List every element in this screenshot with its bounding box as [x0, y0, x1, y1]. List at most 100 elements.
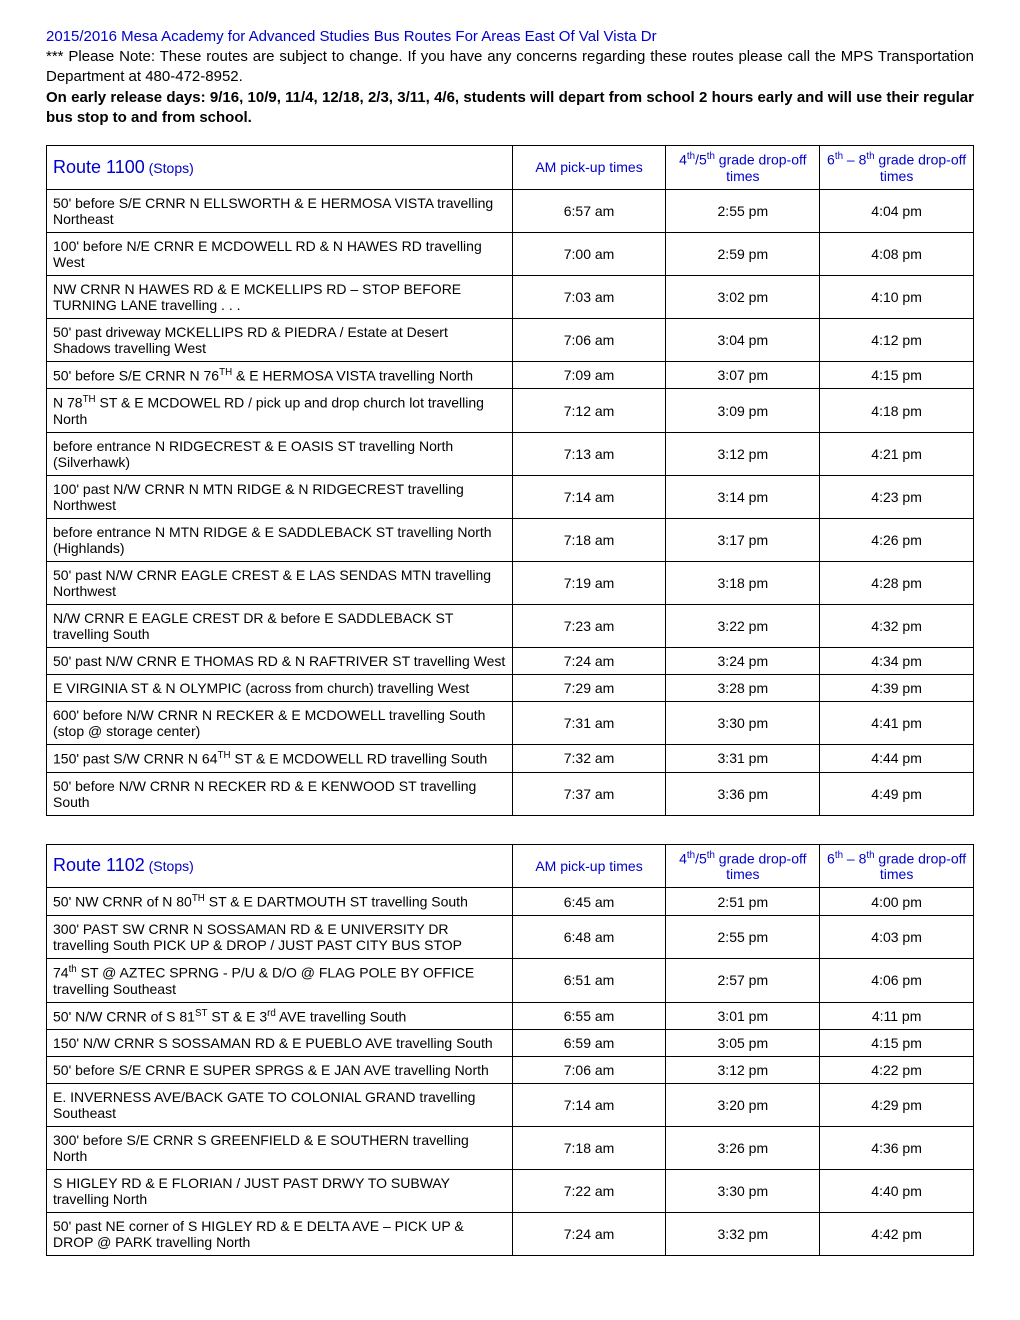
d1-cell: 3:12 pm: [666, 1057, 820, 1084]
col-68: 6th – 8th grade drop-off times: [820, 146, 974, 190]
route-1100-table: Route 1100 (Stops) AM pick-up times 4th/…: [46, 145, 974, 816]
stops-suffix: (Stops): [149, 160, 194, 176]
route-label: Route 1100: [53, 157, 145, 177]
d1-cell: 2:55 pm: [666, 915, 820, 958]
d2-cell: 4:06 pm: [820, 958, 974, 1002]
d1-cell: 3:20 pm: [666, 1084, 820, 1127]
d1-cell: 2:57 pm: [666, 958, 820, 1002]
stop-cell: 50' before S/E CRNR E SUPER SPRGS & E JA…: [47, 1057, 513, 1084]
stop-cell: 50' past N/W CRNR EAGLE CREST & E LAS SE…: [47, 561, 513, 604]
d2-cell: 4:28 pm: [820, 561, 974, 604]
d1-cell: 3:28 pm: [666, 674, 820, 701]
d2-cell: 4:36 pm: [820, 1127, 974, 1170]
am-cell: 7:29 am: [512, 674, 666, 701]
stop-cell: 150' past S/W CRNR N 64TH ST & E MCDOWEL…: [47, 744, 513, 772]
stop-cell: N/W CRNR E EAGLE CREST DR & before E SAD…: [47, 604, 513, 647]
am-cell: 6:57 am: [512, 189, 666, 232]
table-row: E VIRGINIA ST & N OLYMPIC (across from c…: [47, 674, 974, 701]
table-row: N/W CRNR E EAGLE CREST DR & before E SAD…: [47, 604, 974, 647]
am-cell: 7:23 am: [512, 604, 666, 647]
d2-cell: 4:11 pm: [820, 1002, 974, 1030]
table-row: E. INVERNESS AVE/BACK GATE TO COLONIAL G…: [47, 1084, 974, 1127]
table-row: 150' N/W CRNR S SOSSAMAN RD & E PUEBLO A…: [47, 1030, 974, 1057]
d2-cell: 4:18 pm: [820, 389, 974, 433]
d2-cell: 4:15 pm: [820, 1030, 974, 1057]
table-row: 100' before N/E CRNR E MCDOWELL RD & N H…: [47, 232, 974, 275]
d2-cell: 4:44 pm: [820, 744, 974, 772]
table-row: 50' past NE corner of S HIGLEY RD & E DE…: [47, 1213, 974, 1256]
am-cell: 7:06 am: [512, 1057, 666, 1084]
note-text: *** Please Note: These routes are subjec…: [46, 47, 974, 86]
table-row: 50' NW CRNR of N 80TH ST & E DARTMOUTH S…: [47, 888, 974, 916]
col-am: AM pick-up times: [512, 146, 666, 190]
table-row: N 78TH ST & E MCDOWEL RD / pick up and d…: [47, 389, 974, 433]
d1-cell: 3:22 pm: [666, 604, 820, 647]
table-row: before entrance N MTN RIDGE & E SADDLEBA…: [47, 518, 974, 561]
d1-cell: 2:59 pm: [666, 232, 820, 275]
d1-cell: 3:12 pm: [666, 432, 820, 475]
am-cell: 6:51 am: [512, 958, 666, 1002]
d2-cell: 4:15 pm: [820, 361, 974, 389]
col-stops: Route 1100 (Stops): [47, 146, 513, 190]
am-cell: 7:00 am: [512, 232, 666, 275]
d1-cell: 3:14 pm: [666, 475, 820, 518]
stop-cell: S HIGLEY RD & E FLORIAN / JUST PAST DRWY…: [47, 1170, 513, 1213]
stop-cell: 50' past NE corner of S HIGLEY RD & E DE…: [47, 1213, 513, 1256]
stop-cell: 50' past N/W CRNR E THOMAS RD & N RAFTRI…: [47, 647, 513, 674]
stop-cell: 100' before N/E CRNR E MCDOWELL RD & N H…: [47, 232, 513, 275]
d1-cell: 2:51 pm: [666, 888, 820, 916]
stop-cell: 300' PAST SW CRNR N SOSSAMAN RD & E UNIV…: [47, 915, 513, 958]
table-row: 50' past N/W CRNR E THOMAS RD & N RAFTRI…: [47, 647, 974, 674]
am-cell: 7:22 am: [512, 1170, 666, 1213]
am-cell: 7:14 am: [512, 475, 666, 518]
table-row: NW CRNR N HAWES RD & E MCKELLIPS RD – ST…: [47, 275, 974, 318]
d1-cell: 2:55 pm: [666, 189, 820, 232]
table-row: before entrance N RIDGECREST & E OASIS S…: [47, 432, 974, 475]
d2-cell: 4:04 pm: [820, 189, 974, 232]
page-title: 2015/2016 Mesa Academy for Advanced Stud…: [46, 28, 974, 45]
am-cell: 7:19 am: [512, 561, 666, 604]
d2-cell: 4:40 pm: [820, 1170, 974, 1213]
stop-cell: 50' N/W CRNR of S 81ST ST & E 3rd AVE tr…: [47, 1002, 513, 1030]
am-cell: 6:48 am: [512, 915, 666, 958]
d1-cell: 3:07 pm: [666, 361, 820, 389]
stop-cell: 74th ST @ AZTEC SPRNG - P/U & D/O @ FLAG…: [47, 958, 513, 1002]
d2-cell: 4:12 pm: [820, 318, 974, 361]
am-cell: 7:09 am: [512, 361, 666, 389]
d2-cell: 4:42 pm: [820, 1213, 974, 1256]
d2-cell: 4:22 pm: [820, 1057, 974, 1084]
am-cell: 7:06 am: [512, 318, 666, 361]
col-45: 4th/5th grade drop-off times: [666, 146, 820, 190]
table-row: 50' before N/W CRNR N RECKER RD & E KENW…: [47, 772, 974, 815]
stop-cell: 50' before S/E CRNR N 76TH & E HERMOSA V…: [47, 361, 513, 389]
table-row: 300' PAST SW CRNR N SOSSAMAN RD & E UNIV…: [47, 915, 974, 958]
table-row: 50' past N/W CRNR EAGLE CREST & E LAS SE…: [47, 561, 974, 604]
stop-cell: 50' before S/E CRNR N ELLSWORTH & E HERM…: [47, 189, 513, 232]
col-stops: Route 1102 (Stops): [47, 844, 513, 888]
table-row: 150' past S/W CRNR N 64TH ST & E MCDOWEL…: [47, 744, 974, 772]
stop-cell: before entrance N MTN RIDGE & E SADDLEBA…: [47, 518, 513, 561]
stop-cell: 50' before N/W CRNR N RECKER RD & E KENW…: [47, 772, 513, 815]
am-cell: 7:18 am: [512, 1127, 666, 1170]
d2-cell: 4:23 pm: [820, 475, 974, 518]
early-release-text: On early release days: 9/16, 10/9, 11/4,…: [46, 88, 974, 127]
am-cell: 6:55 am: [512, 1002, 666, 1030]
d1-cell: 3:18 pm: [666, 561, 820, 604]
d1-cell: 3:09 pm: [666, 389, 820, 433]
am-cell: 7:37 am: [512, 772, 666, 815]
table-row: 300' before S/E CRNR S GREENFIELD & E SO…: [47, 1127, 974, 1170]
stops-suffix: (Stops): [149, 858, 194, 874]
d1-cell: 3:05 pm: [666, 1030, 820, 1057]
d1-cell: 3:32 pm: [666, 1213, 820, 1256]
table-row: 74th ST @ AZTEC SPRNG - P/U & D/O @ FLAG…: [47, 958, 974, 1002]
am-cell: 7:13 am: [512, 432, 666, 475]
d2-cell: 4:00 pm: [820, 888, 974, 916]
d1-cell: 3:17 pm: [666, 518, 820, 561]
d2-cell: 4:49 pm: [820, 772, 974, 815]
d1-cell: 3:04 pm: [666, 318, 820, 361]
stop-cell: 50' NW CRNR of N 80TH ST & E DARTMOUTH S…: [47, 888, 513, 916]
table-row: 50' before S/E CRNR N 76TH & E HERMOSA V…: [47, 361, 974, 389]
am-cell: 7:18 am: [512, 518, 666, 561]
d1-cell: 3:01 pm: [666, 1002, 820, 1030]
am-cell: 7:24 am: [512, 647, 666, 674]
